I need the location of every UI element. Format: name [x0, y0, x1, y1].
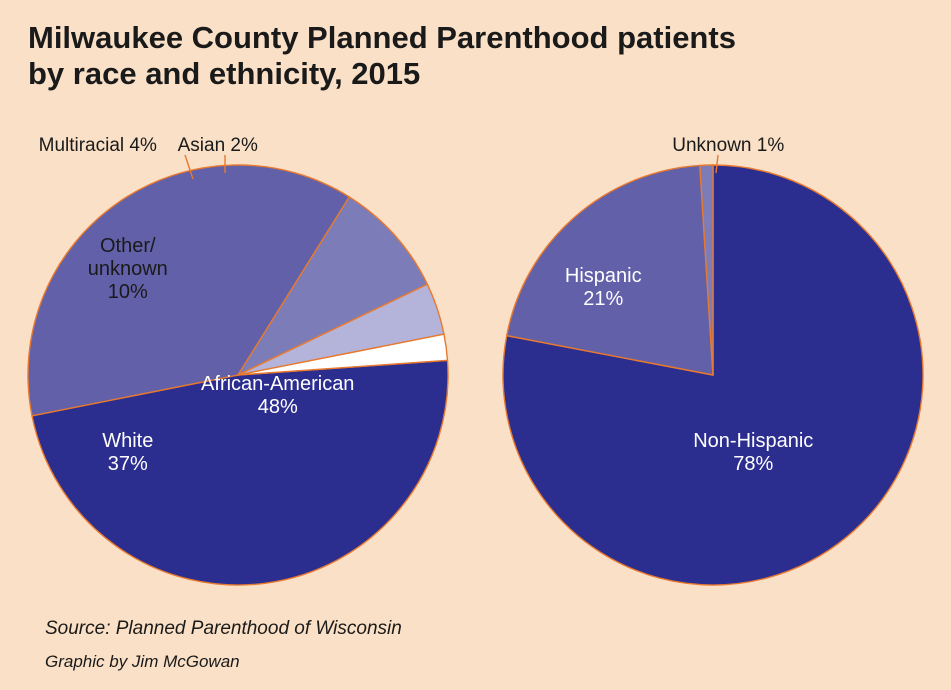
title-line-1: Milwaukee County Planned Parenthood pati…: [28, 20, 736, 55]
charts-row: African-American48% White37% Other/unknown…: [0, 155, 951, 595]
slice-label: African-American48%: [201, 373, 354, 419]
ethnicity-pie-chart: Non-Hispanic78%Hispanic21%Unknown 1%: [503, 165, 923, 585]
graphic-credit: Graphic by Jim McGowan: [45, 652, 240, 672]
slice-label: Multiracial 4%: [39, 135, 157, 157]
slice-label: Unknown 1%: [672, 135, 784, 157]
race-pie-chart: African-American48% White37% Other/unknown…: [28, 165, 448, 585]
slice-label: Non-Hispanic78%: [693, 430, 813, 476]
slice-label: White37%: [102, 430, 153, 476]
title-line-2: by race and ethnicity, 2015: [28, 56, 420, 91]
page-title: Milwaukee County Planned Parenthood pati…: [28, 20, 736, 91]
slice-label: Hispanic21%: [565, 265, 642, 311]
source-text: Source: Planned Parenthood of Wisconsin: [45, 618, 402, 640]
slice-label: Asian 2%: [178, 135, 258, 157]
slice-label: Other/unknown10%: [88, 235, 168, 304]
